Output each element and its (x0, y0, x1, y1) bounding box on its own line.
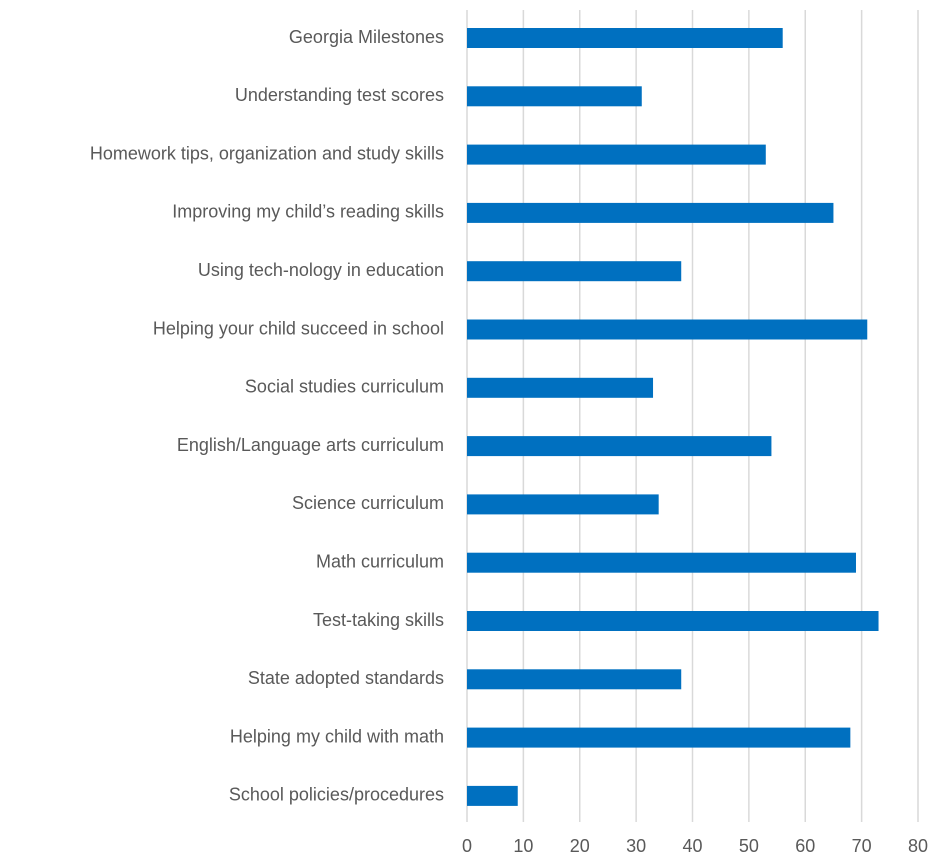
category-label: Homework tips, organization and study sk… (90, 143, 444, 163)
category-label: Science curriculum (292, 493, 444, 513)
category-label: Test-taking skills (313, 610, 444, 630)
category-label: Georgia Milestones (289, 27, 444, 47)
bar (467, 28, 783, 48)
x-tick-label: 0 (462, 836, 472, 856)
x-tick-label: 50 (739, 836, 759, 856)
x-tick-label: 10 (513, 836, 533, 856)
category-label: English/Language arts curriculum (177, 435, 444, 455)
category-labels: Georgia Milestones Understanding test sco… (90, 27, 444, 805)
bar (467, 785, 518, 806)
bar (467, 552, 856, 573)
bar (467, 144, 766, 165)
bar (467, 377, 654, 398)
bar (467, 494, 659, 515)
bar (467, 436, 772, 457)
x-tick-label: 20 (570, 836, 590, 856)
bar (467, 261, 682, 282)
bar (467, 86, 642, 107)
category-label: Improving my child’s reading skills (172, 202, 444, 222)
x-tick-label: 60 (795, 836, 815, 856)
bar (467, 611, 879, 631)
category-label: Helping my child with math (230, 726, 444, 746)
category-label: School policies/procedures (229, 785, 444, 805)
x-tick-label: 70 (852, 836, 872, 856)
bar (467, 727, 851, 748)
bar (467, 202, 834, 223)
bar (467, 319, 868, 340)
x-tick-label: 80 (908, 836, 928, 856)
x-tick-label: 30 (626, 836, 646, 856)
bars (467, 28, 879, 806)
category-label: Math curriculum (316, 551, 444, 571)
gridlines (466, 10, 919, 822)
bar (467, 669, 682, 690)
category-label: Social studies curriculum (245, 377, 444, 397)
category-label: Helping your child succeed in school (153, 318, 444, 338)
category-label: State adopted standards (248, 668, 444, 688)
category-label: Using tech-nology in education (198, 260, 444, 280)
x-tick-label: 40 (682, 836, 702, 856)
category-label: Understanding test scores (235, 85, 444, 105)
x-axis-tick-labels: 0 10 20 30 40 50 60 70 80 (462, 836, 928, 856)
